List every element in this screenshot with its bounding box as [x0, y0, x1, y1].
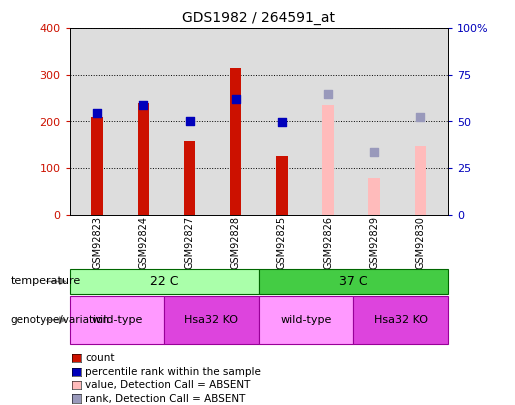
Text: 37 C: 37 C — [339, 275, 368, 288]
Bar — [164, 296, 259, 344]
Bar — [70, 296, 164, 344]
Text: wild-type: wild-type — [91, 315, 143, 325]
Point — [370, 149, 379, 155]
Bar — [92, 117, 103, 215]
Bar — [322, 105, 334, 215]
Point — [232, 96, 240, 102]
Bar — [259, 269, 448, 294]
Title: GDS1982 / 264591_at: GDS1982 / 264591_at — [182, 11, 335, 25]
Text: Hsa32 KO: Hsa32 KO — [184, 315, 238, 325]
Text: Hsa32 KO: Hsa32 KO — [374, 315, 428, 325]
Point — [139, 102, 147, 109]
Point — [93, 110, 101, 116]
Point — [185, 117, 194, 124]
Bar — [138, 103, 149, 215]
Bar — [259, 296, 353, 344]
Bar — [70, 269, 259, 294]
Text: temperature: temperature — [10, 277, 80, 286]
Point — [278, 119, 286, 126]
Text: value, Detection Call = ABSENT: value, Detection Call = ABSENT — [85, 380, 250, 390]
Point — [324, 91, 332, 98]
Text: count: count — [85, 354, 114, 363]
Text: 22 C: 22 C — [150, 275, 178, 288]
Bar — [415, 146, 426, 215]
Text: wild-type: wild-type — [280, 315, 332, 325]
Bar — [353, 296, 448, 344]
Bar — [184, 141, 195, 215]
Bar — [368, 178, 380, 215]
Point — [416, 113, 424, 120]
Text: rank, Detection Call = ABSENT: rank, Detection Call = ABSENT — [85, 394, 245, 403]
Bar — [276, 156, 288, 215]
Bar — [230, 68, 242, 215]
Text: genotype/variation: genotype/variation — [10, 315, 109, 325]
Text: percentile rank within the sample: percentile rank within the sample — [85, 367, 261, 377]
